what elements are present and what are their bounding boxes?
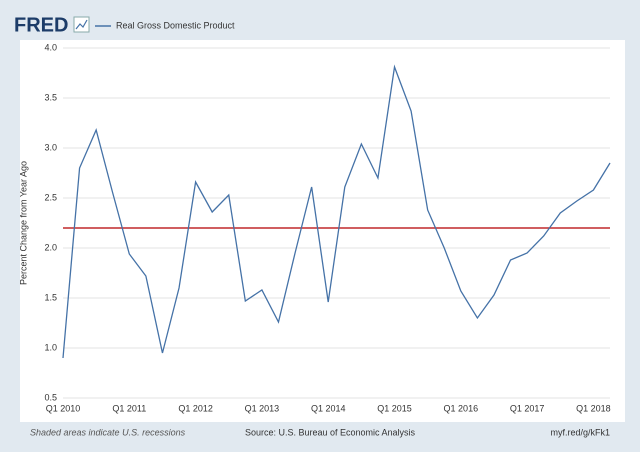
x-tick-label: Q1 2010	[46, 403, 81, 413]
logo: FRED	[14, 14, 68, 36]
x-tick-label: Q1 2016	[444, 403, 479, 413]
y-tick-label: 0.5	[44, 392, 57, 402]
footer-note: Shaded areas indicate U.S. recessions	[30, 427, 186, 437]
footer-source: Source: U.S. Bureau of Economic Analysis	[245, 427, 416, 437]
x-tick-label: Q1 2013	[245, 403, 280, 413]
x-tick-label: Q1 2015	[377, 403, 412, 413]
x-tick-label: Q1 2018	[576, 403, 611, 413]
plot-background	[20, 40, 625, 422]
x-tick-label: Q1 2012	[178, 403, 213, 413]
y-axis-title: Percent Change from Year Ago	[18, 161, 28, 285]
line-series	[62, 64, 611, 359]
x-tick-label: Q1 2014	[311, 403, 346, 413]
legend-label: Real Gross Domestic Product	[116, 20, 235, 30]
y-tick-label: 3.5	[44, 92, 57, 102]
x-tick-label: Q1 2017	[510, 403, 545, 413]
y-tick-label: 2.0	[44, 242, 57, 252]
x-tick-label: Q1 2011	[112, 403, 146, 413]
y-tick-label: 1.0	[44, 342, 57, 352]
logo-icon	[73, 16, 90, 33]
footer-link: myf.red/g/kFk1	[550, 427, 610, 437]
y-tick-label: 1.5	[44, 292, 57, 302]
y-tick-label: 2.5	[44, 192, 57, 202]
y-tick-label: 4.0	[44, 42, 57, 52]
y-tick-label: 3.0	[44, 142, 57, 152]
